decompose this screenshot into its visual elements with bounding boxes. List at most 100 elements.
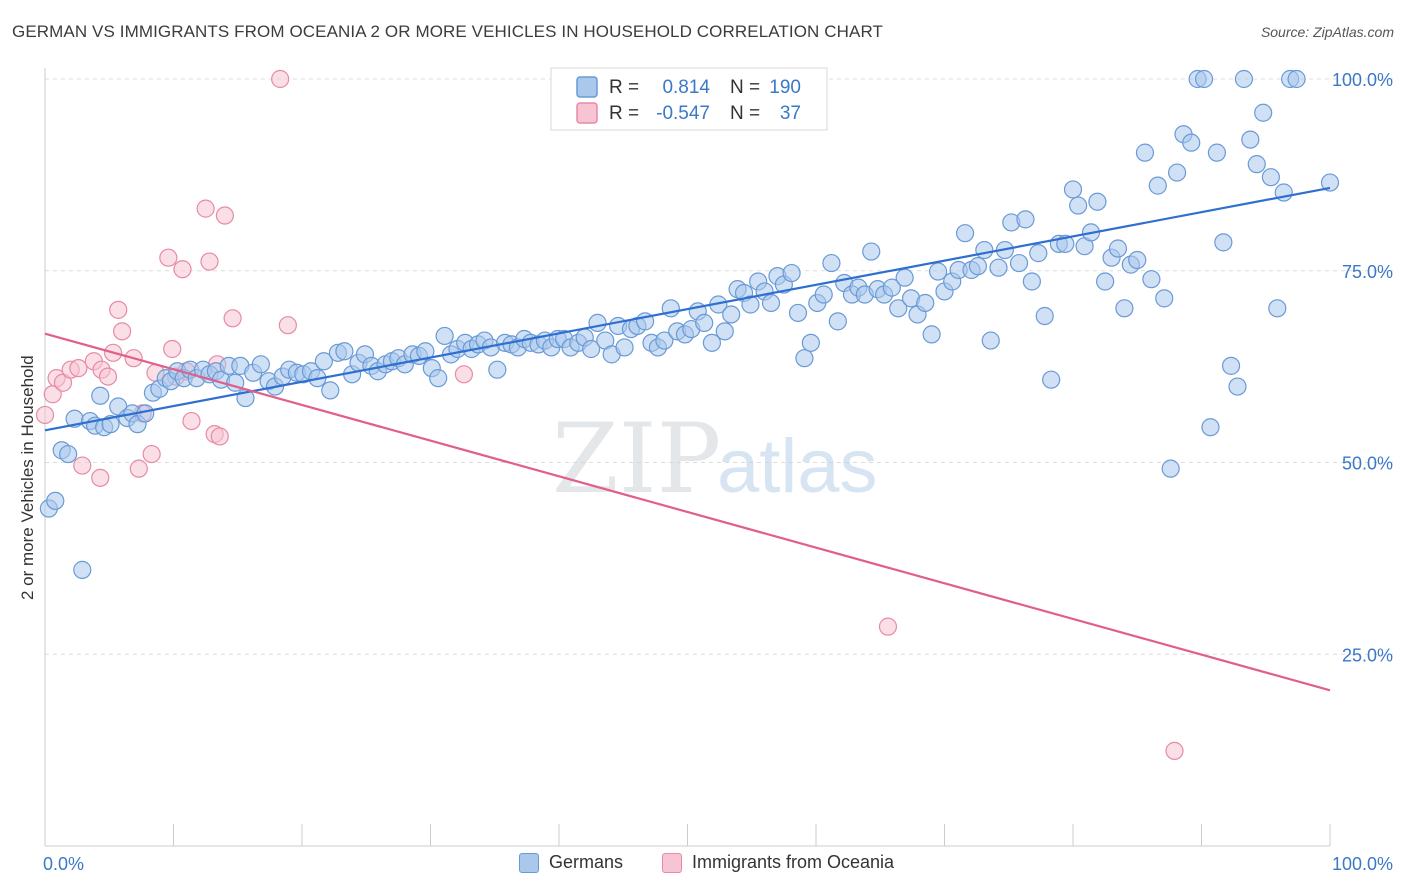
data-point-germans: [968, 257, 988, 276]
data-point-germans: [1016, 210, 1035, 229]
data-point-germans: [1108, 239, 1128, 258]
data-point-germans: [615, 338, 634, 357]
watermark-zip: ZIP: [552, 403, 721, 515]
legend-r-label-1: R =: [609, 77, 639, 98]
data-point-germans: [488, 360, 507, 379]
legend-label-oceania: Immigrants from Oceania: [692, 852, 895, 872]
data-point-oceania: [454, 365, 474, 384]
data-point-germans: [981, 331, 1000, 350]
source-label: Source: ZipAtlas.com: [1260, 24, 1394, 40]
data-point-germans: [1069, 196, 1088, 215]
data-point-germans: [788, 303, 808, 323]
data-point-germans: [1128, 250, 1147, 270]
legend-swatch-oceania: [576, 102, 598, 124]
trend-line-germans: [44, 186, 1331, 432]
data-point-germans: [761, 293, 781, 313]
legend-item-germans: Germans: [519, 852, 623, 873]
data-point-germans: [1035, 306, 1054, 326]
y-tick-label: 50.0%: [1342, 454, 1393, 474]
x-tick-labels: 0.0% 100.0%: [43, 854, 1393, 874]
legend-n-value-oceania: 37: [780, 103, 801, 124]
trend-lines: [44, 186, 1331, 692]
watermark: ZIP atlas: [552, 403, 878, 515]
data-point-oceania: [215, 206, 234, 225]
data-point-oceania: [163, 339, 182, 359]
data-point-germans: [695, 313, 714, 333]
data-point-germans: [1096, 272, 1115, 291]
legend-swatch-germans-bottom: [519, 852, 539, 873]
legend-n-value-germans: 190: [769, 77, 801, 98]
data-point-germans: [1161, 459, 1180, 478]
data-point-oceania: [73, 456, 92, 475]
legend-n-label-1: N =: [730, 77, 760, 98]
data-point-germans: [1009, 253, 1029, 273]
data-point-germans: [1234, 69, 1254, 89]
data-point-oceania: [91, 468, 110, 487]
data-point-oceania: [98, 367, 118, 386]
bottom-legend: Germans Immigrants from Oceania: [0, 852, 1406, 878]
legend-top: R = 0.814 N = 190 R = -0.547 N = 37: [550, 67, 828, 131]
data-point-oceania: [142, 444, 161, 464]
data-point-germans: [1320, 173, 1340, 192]
data-point-germans: [882, 278, 901, 297]
data-point-germans: [1022, 272, 1041, 291]
data-point-germans: [702, 333, 722, 352]
data-point-oceania: [1165, 741, 1184, 760]
data-point-germans: [741, 295, 760, 314]
data-point-germans: [1207, 143, 1227, 162]
data-point-germans: [314, 352, 333, 371]
data-point-oceania: [35, 405, 55, 425]
data-point-oceania: [278, 316, 297, 335]
data-point-germans: [1115, 299, 1134, 318]
data-point-germans: [1214, 233, 1233, 252]
points-immigrants-from-oceania: [35, 69, 1184, 760]
data-point-germans: [101, 415, 120, 434]
data-point-germans: [1228, 377, 1247, 396]
x-tick-label: 0.0%: [43, 854, 84, 874]
data-point-germans: [1142, 270, 1161, 289]
data-point-germans: [895, 268, 914, 287]
trend-line-oceania: [44, 332, 1331, 692]
legend-label-germans: Germans: [549, 852, 624, 872]
chart-title: GERMAN VS IMMIGRANTS FROM OCEANIA 2 OR M…: [12, 22, 884, 41]
data-point-germans: [588, 313, 607, 333]
data-point-germans: [1221, 356, 1241, 375]
legend-swatch-oceania-bottom: [662, 852, 682, 873]
data-point-germans: [1182, 133, 1201, 152]
data-point-germans: [251, 355, 270, 374]
x-tick-label: 100.0%: [1332, 854, 1393, 874]
data-point-germans: [46, 491, 65, 510]
data-point-oceania: [109, 300, 128, 319]
data-point-germans: [1063, 180, 1083, 199]
y-tick-label: 75.0%: [1342, 262, 1393, 282]
data-point-germans: [955, 224, 975, 243]
y-tick-label: 100.0%: [1332, 70, 1393, 90]
data-point-germans: [1194, 69, 1214, 89]
data-point-germans: [1155, 289, 1174, 308]
data-point-germans: [59, 444, 78, 464]
legend-item-oceania: Immigrants from Oceania: [662, 852, 894, 873]
data-point-oceania: [210, 427, 229, 446]
legend-r-label-2: R =: [609, 103, 639, 124]
data-point-germans: [722, 305, 741, 324]
legend-swatch-germans: [576, 76, 598, 98]
data-point-oceania: [223, 309, 242, 328]
data-point-germans: [1029, 244, 1048, 263]
data-point-germans: [335, 342, 354, 361]
data-point-germans: [928, 262, 948, 281]
legend-r-value-oceania: -0.547: [656, 103, 710, 124]
data-point-germans: [828, 312, 847, 331]
data-point-germans: [814, 285, 833, 304]
data-point-germans: [822, 253, 841, 273]
data-point-oceania: [69, 359, 88, 378]
data-point-germans: [801, 333, 820, 352]
y-tick-labels: 25.0% 50.0% 75.0% 100.0%: [1332, 70, 1393, 665]
data-point-oceania: [129, 459, 148, 478]
data-point-oceania: [112, 322, 132, 341]
data-point-germans: [1135, 143, 1155, 162]
data-point-germans: [1287, 69, 1306, 89]
data-point-germans: [1148, 176, 1167, 195]
data-point-germans: [321, 381, 340, 400]
data-point-germans: [73, 560, 92, 579]
